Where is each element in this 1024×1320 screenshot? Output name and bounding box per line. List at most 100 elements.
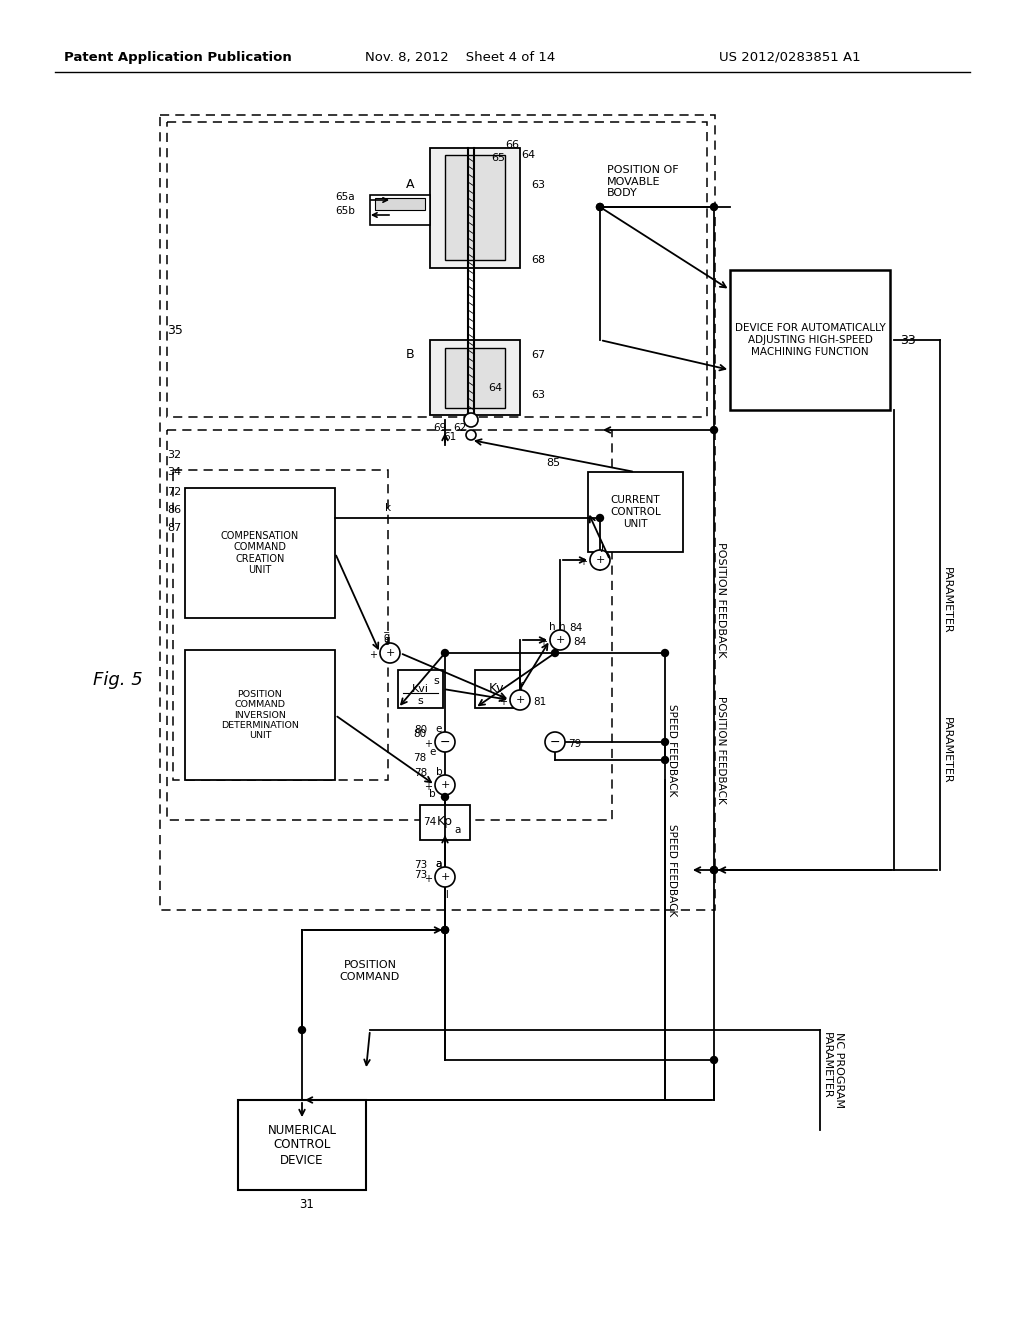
Bar [160, 115, 715, 909]
Text: 69: 69 [433, 422, 446, 433]
Bar [167, 430, 612, 820]
Text: B: B [406, 348, 415, 362]
Text: 65b: 65b [335, 206, 355, 216]
Circle shape [441, 649, 449, 656]
Text: POSITION FEEDBACK: POSITION FEEDBACK [716, 543, 726, 657]
Text: +: + [440, 780, 450, 789]
Text: 35: 35 [167, 323, 183, 337]
Bar [398, 671, 443, 708]
Bar [430, 148, 520, 268]
Bar [445, 154, 505, 260]
Text: 72: 72 [167, 487, 181, 498]
Text: PARAMETER: PARAMETER [942, 566, 952, 634]
Text: POSITION
COMMAND
INVERSION
DETERMINATION
UNIT: POSITION COMMAND INVERSION DETERMINATION… [221, 689, 299, 741]
Bar [173, 470, 388, 780]
Text: 67: 67 [530, 350, 545, 360]
Text: e: e [436, 723, 442, 734]
Text: 73: 73 [414, 870, 427, 880]
Text: 65a: 65a [336, 191, 355, 202]
Text: 32: 32 [167, 450, 181, 459]
Text: g: g [384, 635, 390, 645]
Text: +: + [424, 739, 432, 748]
Text: 62: 62 [454, 422, 467, 433]
Circle shape [510, 690, 530, 710]
Text: l: l [444, 890, 447, 900]
Text: PARAMETER: PARAMETER [942, 717, 952, 783]
Bar [445, 348, 505, 408]
Text: a: a [436, 859, 442, 869]
Circle shape [435, 733, 455, 752]
Bar [370, 195, 430, 224]
Text: 68: 68 [530, 255, 545, 265]
Circle shape [552, 649, 558, 656]
Text: +: + [515, 696, 524, 705]
Text: POSITION OF
MOVABLE
BODY: POSITION OF MOVABLE BODY [607, 165, 679, 198]
Text: e: e [430, 747, 436, 756]
Text: NUMERICAL
CONTROL
DEVICE: NUMERICAL CONTROL DEVICE [267, 1123, 337, 1167]
Text: +: + [579, 557, 587, 568]
Text: DEVICE FOR AUTOMATICALLY
ADJUSTING HIGH-SPEED
MACHINING FUNCTION: DEVICE FOR AUTOMATICALLY ADJUSTING HIGH-… [734, 323, 886, 356]
Circle shape [435, 775, 455, 795]
Text: 74: 74 [423, 817, 436, 828]
Text: +: + [499, 697, 507, 708]
Circle shape [441, 793, 449, 800]
Text: Nov. 8, 2012    Sheet 4 of 14: Nov. 8, 2012 Sheet 4 of 14 [365, 50, 555, 63]
Text: US 2012/0283851 A1: US 2012/0283851 A1 [719, 50, 861, 63]
Bar [588, 473, 683, 552]
Text: +: + [424, 874, 432, 884]
Text: h: h [559, 622, 565, 632]
Text: 80: 80 [414, 725, 427, 735]
Text: k: k [385, 503, 391, 513]
Text: +: + [385, 648, 394, 657]
Circle shape [435, 867, 455, 887]
Circle shape [464, 413, 478, 426]
Bar [730, 271, 890, 411]
Text: +: + [424, 781, 432, 792]
Text: +: + [440, 873, 450, 882]
Text: 84: 84 [573, 638, 587, 647]
Circle shape [711, 1056, 718, 1064]
Text: 63: 63 [531, 180, 545, 190]
Circle shape [711, 203, 718, 210]
Circle shape [597, 203, 603, 210]
Text: 31: 31 [300, 1197, 314, 1210]
Bar [167, 121, 707, 417]
Text: POSITION
COMMAND: POSITION COMMAND [340, 960, 400, 982]
Text: Patent Application Publication: Patent Application Publication [65, 50, 292, 63]
Bar [185, 649, 335, 780]
Text: 63: 63 [531, 389, 545, 400]
Text: 34: 34 [167, 467, 181, 477]
Text: 61: 61 [443, 432, 457, 442]
Circle shape [380, 643, 400, 663]
Text: f: f [520, 682, 524, 692]
Text: Fig. 5: Fig. 5 [93, 671, 143, 689]
Text: Kp: Kp [437, 816, 453, 829]
Text: j: j [600, 543, 603, 552]
Bar [420, 805, 470, 840]
Text: COMPENSATION
COMMAND
CREATION
UNIT: COMPENSATION COMMAND CREATION UNIT [221, 531, 299, 576]
Text: s: s [433, 676, 439, 686]
Circle shape [550, 630, 570, 649]
Text: 65: 65 [490, 153, 505, 162]
Circle shape [711, 426, 718, 433]
Text: a: a [454, 825, 461, 836]
Text: −: − [550, 735, 560, 748]
Text: +: + [555, 635, 564, 645]
Circle shape [711, 866, 718, 874]
Text: 64: 64 [488, 383, 502, 393]
Circle shape [545, 733, 565, 752]
Text: +: + [595, 554, 605, 565]
Text: 64: 64 [521, 150, 536, 160]
Text: h: h [549, 622, 555, 632]
Circle shape [299, 1027, 305, 1034]
Bar [375, 198, 425, 210]
Circle shape [597, 515, 603, 521]
Bar [475, 671, 520, 708]
Text: +: + [539, 638, 547, 647]
Text: 66: 66 [505, 140, 519, 150]
Circle shape [441, 927, 449, 933]
Circle shape [662, 649, 669, 656]
Text: s: s [417, 696, 423, 706]
Text: 79: 79 [568, 739, 582, 748]
Circle shape [662, 756, 669, 763]
